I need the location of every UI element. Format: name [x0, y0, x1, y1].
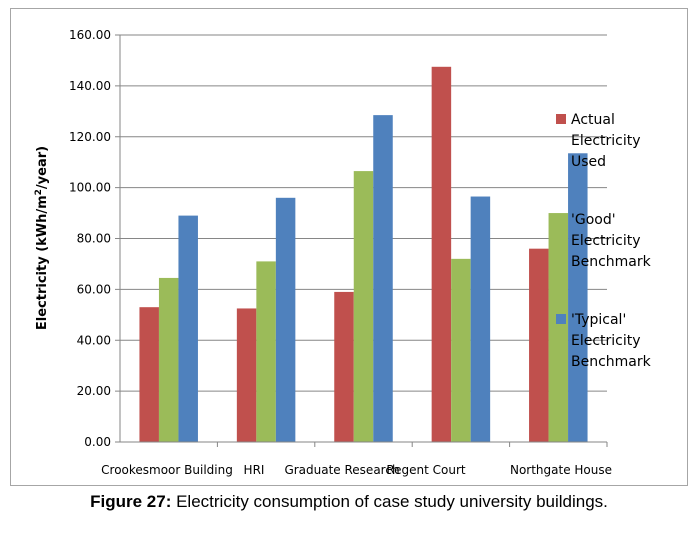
x-tick-label: Graduate Research: [284, 463, 399, 477]
y-axis-label: Electricity (kWh/m2/year): [34, 146, 50, 330]
bar: [431, 66, 452, 442]
bar: [373, 115, 393, 443]
x-axis-ticks: Crookesmoor Building HRI Graduate Research…: [101, 442, 612, 477]
figure-caption-text: Electricity consumption of case study un…: [171, 492, 608, 511]
bar: [470, 196, 491, 442]
legend-swatch: [556, 114, 566, 124]
x-tick-label: Regent Court: [386, 463, 466, 477]
bar: [451, 258, 471, 442]
y-tick-label: 20.00: [77, 384, 111, 398]
y-tick-label: 160.00: [69, 28, 111, 42]
bar: [256, 261, 276, 442]
legend-label: Actual: [571, 112, 615, 128]
bar: [353, 171, 374, 442]
bar: [275, 197, 296, 442]
bar-chart: 0.00 20.00 40.00 60.00 80.00 100.00 120.00 140.…: [34, 28, 652, 477]
y-tick-label: 120.00: [69, 130, 111, 144]
legend-swatch: [556, 314, 566, 324]
bar: [158, 277, 179, 442]
bar: [334, 291, 354, 442]
bar: [529, 248, 549, 442]
y-tick-label: 40.00: [77, 333, 111, 347]
bar: [139, 307, 159, 442]
legend-label: Electricity: [571, 333, 641, 349]
legend-swatch: [556, 214, 566, 224]
bar: [178, 215, 198, 442]
figure-caption: Figure 27: Electricity consumption of ca…: [0, 492, 698, 512]
y-tick-label: 100.00: [69, 181, 111, 195]
y-tick-label: 80.00: [77, 232, 111, 246]
y-axis-ticks: 0.00 20.00 40.00 60.00 80.00 100.00 120.00 140.…: [69, 28, 120, 449]
y-tick-label: 140.00: [69, 79, 111, 93]
legend-label: 'Typical': [571, 312, 626, 328]
bar: [236, 308, 257, 442]
y-tick-label: 60.00: [77, 282, 111, 296]
legend-label: Used: [571, 154, 606, 170]
legend-label: Benchmark: [571, 254, 652, 270]
figure-label: Figure 27:: [90, 492, 172, 511]
bar: [548, 213, 569, 442]
legend-label: 'Good': [571, 212, 616, 228]
legend-label: Benchmark: [571, 354, 652, 370]
x-tick-label: Crookesmoor Building: [101, 463, 233, 477]
legend-label: Electricity: [571, 133, 641, 149]
y-tick-label: 0.00: [84, 435, 111, 449]
legend: Actual Electricity Used 'Good' Electricity Be…: [556, 112, 652, 370]
legend-label: Electricity: [571, 233, 641, 249]
bar: [568, 153, 588, 443]
x-tick-label: Northgate House: [510, 463, 612, 477]
bars: [139, 66, 588, 443]
x-tick-label: HRI: [244, 463, 265, 477]
